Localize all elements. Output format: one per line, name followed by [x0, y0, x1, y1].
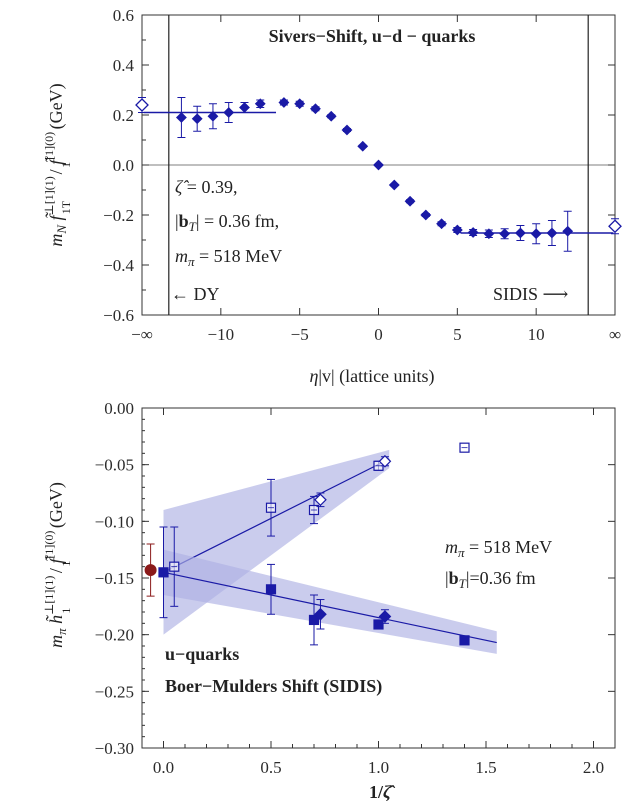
- bottom-y-tick-label: −0.05: [95, 456, 134, 475]
- svg-text:mπ h̃⊥[1](1)1 / f̃[1](0)1 (G: mπ h̃⊥[1](1) 1 / f̃[1](0)1 (GeV): [42, 482, 73, 648]
- top-x-tick-label: ∞: [609, 325, 621, 344]
- top-data-point: [239, 102, 250, 113]
- bottom-x-axis-label: 1/ζ̂: [369, 782, 396, 802]
- top-data-point: [451, 224, 463, 236]
- dy-label: ← DY: [171, 284, 220, 304]
- top-x-tick-label: 0: [374, 325, 383, 344]
- top-data-point: [546, 227, 558, 239]
- bottom-x-tick-label: 0.5: [260, 758, 281, 777]
- lower-fit-band: [163, 549, 497, 654]
- top-data-point: [191, 113, 203, 125]
- top-data-point: [499, 228, 511, 240]
- top-x-axis-label: η|v| (lattice units): [309, 366, 434, 387]
- filled-diamond-point: [378, 610, 392, 623]
- filled-square-point: [373, 619, 384, 630]
- bottom-y-tick-label: −0.20: [95, 626, 134, 645]
- red-data-point: [144, 564, 157, 577]
- top-y-tick-label: 0.6: [113, 6, 134, 25]
- filled-square-point: [308, 614, 320, 626]
- top-data-point: [404, 195, 416, 207]
- bottom-x-tick-label: 2.0: [583, 758, 604, 777]
- bottom-y-axis-label: mπ h̃⊥[1](1) 1 / f̃[1](0)1 (GeV): [42, 482, 73, 648]
- top-title: Sivers−Shift, u−d − quarks: [269, 26, 476, 46]
- top-y-axis-label: mN f̃⊥[1](1) 1T / f̃[1](0)1 (GeV): [42, 83, 73, 246]
- bottom-mpi-annotation: mπ = 518 MeV: [445, 537, 552, 560]
- zeta-annotation: ζ̂ = 0.39,: [175, 177, 237, 197]
- top-y-tick-label: 0.4: [113, 56, 135, 75]
- top-data-point: [310, 103, 321, 115]
- filled-square-point: [265, 584, 277, 595]
- top-data-point: [341, 124, 353, 136]
- top-data-point: [175, 112, 187, 123]
- top-data-point: [357, 140, 369, 152]
- top-x-tick-label: −10: [208, 325, 235, 344]
- svg-text:mN f̃⊥[1](1)1T / f̃[1](0)1 (: mN f̃⊥[1](1) 1T / f̃[1](0)1 (GeV): [42, 83, 73, 246]
- top-y-tick-label: −0.4: [103, 256, 134, 275]
- bottom-y-tick-label: 0.00: [104, 399, 134, 418]
- bottom-x-tick-label: 1.5: [475, 758, 496, 777]
- top-data-point: [223, 107, 235, 118]
- top-data-point: [530, 228, 542, 240]
- top-data-point: [562, 225, 574, 237]
- top-y-tick-label: 0.2: [113, 106, 134, 125]
- top-limit-point: [135, 98, 149, 112]
- boer-mulders-panel: 0.00 −0.05 −0.10 −0.15 −0.20 −0.25 −0.30 0.0 0.5…: [42, 399, 616, 802]
- top-data-point: [467, 227, 479, 238]
- boer-mulders-label: Boer−Mulders Shift (SIDIS): [165, 676, 382, 697]
- top-y-tick-label: −0.2: [103, 206, 134, 225]
- filled-diamond-point: [314, 607, 327, 621]
- top-x-tick-label: 5: [453, 325, 462, 344]
- bottom-y-tick-label: −0.15: [95, 569, 134, 588]
- open-diamond-point: [314, 493, 327, 507]
- bottom-bt-annotation: |bT|=0.36 fm: [445, 568, 536, 591]
- top-limit-point: [608, 219, 622, 234]
- lower-fit-line: [163, 571, 497, 644]
- quark-label: u−quarks: [165, 644, 239, 664]
- filled-square-point: [158, 567, 169, 578]
- bottom-y-tick-label: −0.10: [95, 512, 134, 531]
- bottom-error-bands: [163, 449, 497, 654]
- top-data-point: [294, 98, 306, 110]
- open-diamond-point: [378, 454, 392, 468]
- top-data-point: [207, 110, 219, 122]
- top-data-point: [278, 97, 290, 108]
- top-data-point: [325, 110, 337, 122]
- top-x-tick-label: −∞: [131, 325, 153, 344]
- filled-square-point: [459, 635, 470, 646]
- bottom-y-tick-label: −0.25: [95, 682, 134, 701]
- mpi-annotation: mπ = 518 MeV: [175, 246, 282, 269]
- bottom-x-tick-label: 1.0: [368, 758, 389, 777]
- top-data-points: [135, 97, 622, 252]
- bottom-y-tick-label: −0.30: [95, 739, 134, 758]
- top-data-point: [514, 227, 526, 239]
- sivers-shift-panel: 0.6 0.4 0.2 0.0 −0.2 −0.4 −0.6−∞ −10 −5 0 5 10 ∞ Siv…: [42, 6, 622, 387]
- bottom-ticks: 0.00 −0.05 −0.10 −0.15 −0.20 −0.25 −0.30 0.0 0.5…: [95, 399, 615, 777]
- top-y-tick-label: −0.6: [103, 306, 134, 325]
- top-ticks: 0.6 0.4 0.2 0.0 −0.2 −0.4 −0.6−∞ −10 −5 0 5 10 ∞: [103, 6, 621, 344]
- top-data-point: [388, 179, 400, 191]
- top-x-tick-label: −5: [291, 325, 309, 344]
- top-data-point: [483, 228, 495, 240]
- top-data-point: [436, 218, 447, 230]
- upper-fit-line: [163, 458, 390, 573]
- top-x-tick-label: 10: [528, 325, 545, 344]
- bt-annotation: |bT| = 0.36 fm,: [175, 211, 279, 234]
- sidis-label: SIDIS ⟶: [493, 284, 569, 304]
- top-data-point: [420, 209, 432, 221]
- top-data-point: [254, 98, 266, 110]
- top-y-tick-label: 0.0: [113, 156, 134, 175]
- top-data-point: [373, 159, 384, 171]
- bottom-data-points: [144, 442, 470, 646]
- bottom-x-tick-label: 0.0: [153, 758, 174, 777]
